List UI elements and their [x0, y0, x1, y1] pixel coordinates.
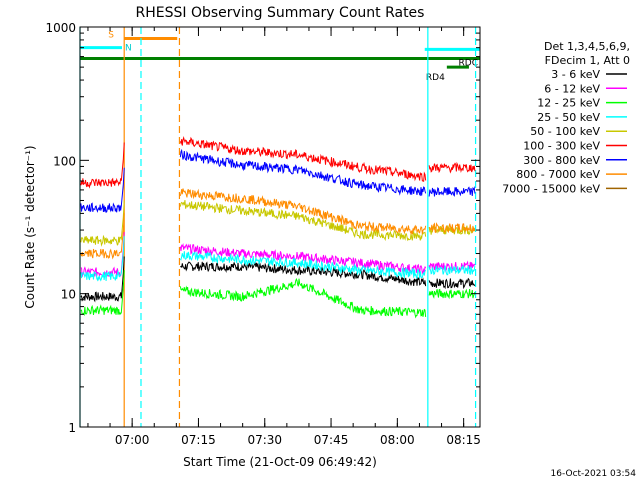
- legend: Det 1,3,4,5,6,9, FDecim 1, Att 0 3 - 6 k…: [502, 40, 630, 195]
- event-bar-label: N: [125, 44, 132, 54]
- y-tick-label: 10: [61, 288, 76, 302]
- legend-label: 300 - 800 keV: [523, 154, 600, 167]
- x-tick-label: 07:00: [115, 433, 150, 447]
- x-tick-label: 07:30: [247, 433, 282, 447]
- series-line-main: [179, 200, 427, 242]
- legend-label: 7000 - 15000 keV: [502, 182, 600, 195]
- series-line-main: [179, 277, 427, 319]
- series-line-pre: [80, 213, 125, 260]
- series-line-pre: [80, 200, 125, 247]
- legend-label: 25 - 50 keV: [537, 111, 600, 124]
- series-line-pre: [80, 270, 125, 317]
- x-tick-label: 07:45: [314, 433, 349, 447]
- series-line-main: [179, 188, 427, 236]
- y-axis-label: Count Rate (s⁻¹ detector⁻¹): [23, 145, 37, 308]
- series-line-main: [179, 243, 427, 275]
- series-line-pre: [80, 256, 125, 303]
- series-line-pre: [80, 142, 125, 189]
- series-line-post: [428, 264, 476, 276]
- legend-header-2: FDecim 1, Att 0: [545, 54, 630, 67]
- footer-timestamp: 16-Oct-2021 03:54: [551, 469, 637, 479]
- event-bar-label: RD4: [426, 73, 445, 83]
- legend-label: 3 - 6 keV: [551, 68, 600, 81]
- series-line-pre: [80, 236, 125, 282]
- series-line-post: [428, 185, 476, 197]
- legend-label: 50 - 100 keV: [530, 125, 600, 138]
- x-axis-label: Start Time (21-Oct-09 06:49:42): [183, 455, 377, 469]
- series-line-main: [179, 135, 427, 182]
- event-bar-label: S: [108, 30, 114, 40]
- series-line-post: [429, 222, 476, 234]
- series-line-post: [428, 260, 476, 273]
- series-line-main: [179, 251, 427, 280]
- legend-header-1: Det 1,3,4,5,6,9,: [544, 40, 630, 53]
- y-tick-label: 1: [68, 421, 76, 435]
- series-lines: [80, 135, 476, 319]
- event-bar-label: RDC: [459, 58, 478, 68]
- chart-title: RHESSI Observing Summary Count Rates: [136, 5, 425, 21]
- y-axis-ticks: 1 10 100 1000: [45, 21, 480, 435]
- x-tick-label: 08:15: [446, 433, 481, 447]
- legend-label: 800 - 7000 keV: [516, 168, 600, 181]
- legend-label: 6 - 12 keV: [544, 82, 600, 95]
- series-line-post: [428, 288, 476, 300]
- legend-label: 100 - 300 keV: [523, 140, 600, 153]
- plot-frame: [79, 26, 481, 428]
- series-line-main: [179, 148, 427, 197]
- event-bars: S N RDC RD4: [80, 30, 480, 83]
- series-line-pre: [80, 167, 125, 213]
- legend-label: 12 - 25 keV: [537, 97, 600, 110]
- series-line-post: [428, 161, 476, 174]
- y-tick-label: 1000: [45, 21, 76, 35]
- x-tick-label: 08:00: [380, 433, 415, 447]
- x-axis-ticks: 07:00 07:15 07:30 07:45 08:00 08:15: [87, 27, 481, 447]
- series-line-main: [180, 261, 427, 287]
- y-tick-label: 100: [53, 154, 76, 168]
- series-line-post: [428, 277, 476, 290]
- x-tick-label: 07:15: [181, 433, 216, 447]
